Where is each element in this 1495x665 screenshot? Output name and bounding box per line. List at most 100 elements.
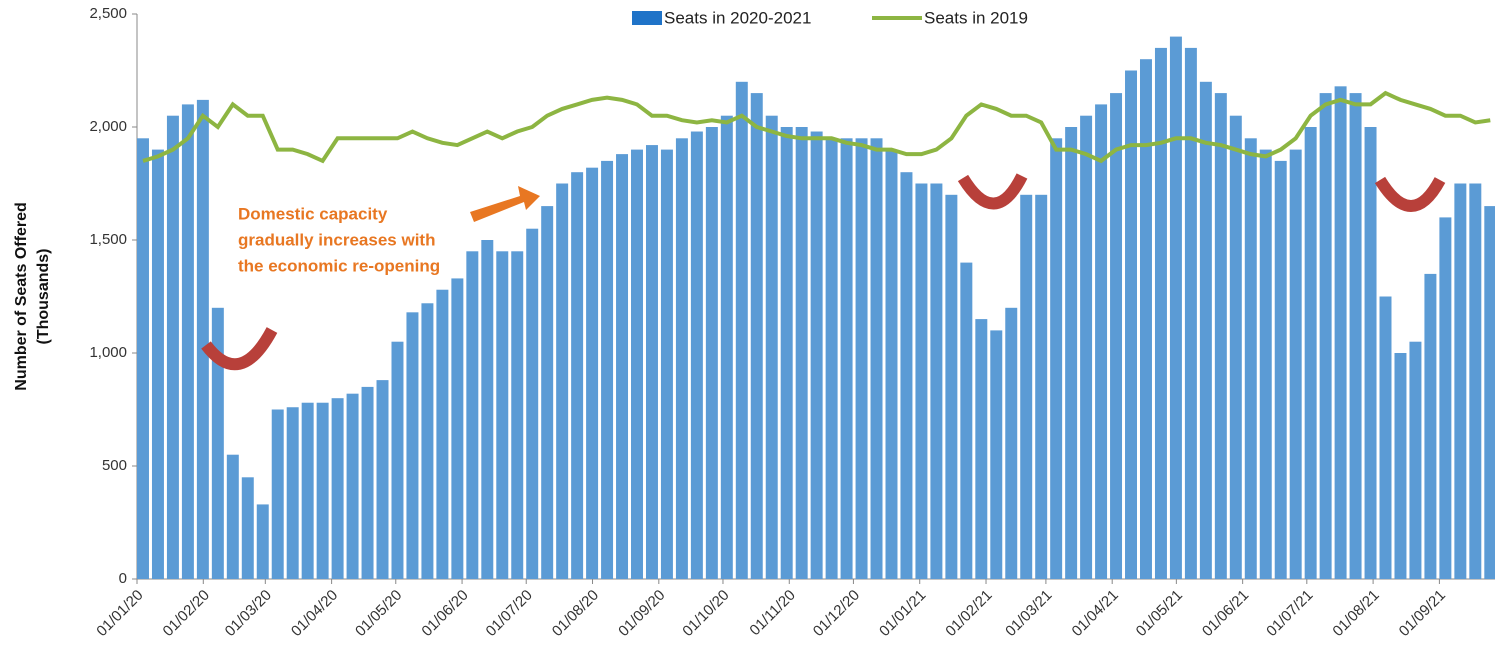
bar xyxy=(1110,93,1123,579)
bar xyxy=(1319,93,1332,579)
bar xyxy=(1469,183,1482,579)
bar xyxy=(1454,183,1467,579)
bar xyxy=(241,477,254,579)
bar xyxy=(226,454,239,579)
bar xyxy=(735,81,748,580)
bar xyxy=(960,262,973,579)
x-tick-label: 01/06/20 xyxy=(418,587,471,640)
bar xyxy=(556,183,569,579)
bar xyxy=(1199,81,1212,580)
y-tick-label: 2,000 xyxy=(89,118,127,135)
bar xyxy=(1125,70,1138,579)
bar xyxy=(631,149,643,579)
bar xyxy=(1334,86,1347,579)
bar xyxy=(1005,307,1018,579)
bar xyxy=(840,138,853,580)
x-tick-label: 01/10/20 xyxy=(679,587,732,640)
legend-label: Seats in 2019 xyxy=(924,8,1028,27)
bar xyxy=(705,127,718,579)
annotation: the economic re-opening xyxy=(238,256,440,275)
bar xyxy=(1214,93,1227,579)
x-tick-label: 01/02/20 xyxy=(160,587,213,640)
bar xyxy=(780,127,793,579)
bar xyxy=(660,149,673,579)
bar xyxy=(271,409,284,579)
bar xyxy=(1274,160,1287,579)
bar xyxy=(1409,341,1422,579)
decor-arrow xyxy=(470,186,540,222)
bar xyxy=(1379,296,1392,579)
bar xyxy=(571,172,584,579)
bar xyxy=(286,407,299,579)
bar xyxy=(406,312,419,579)
annotation: gradually increases with xyxy=(238,230,435,249)
y-tick-label: 2,500 xyxy=(89,5,127,22)
bar xyxy=(1229,115,1242,579)
x-tick-label: 01/08/21 xyxy=(1329,587,1382,640)
bar xyxy=(1035,194,1048,580)
bar xyxy=(481,240,494,579)
decor-arrow xyxy=(1374,176,1446,212)
bar xyxy=(1349,93,1362,579)
bar xyxy=(1394,353,1407,579)
x-tick-label: 01/04/21 xyxy=(1069,587,1122,640)
bar xyxy=(1244,138,1257,580)
x-tick-label: 01/03/20 xyxy=(222,587,275,640)
x-tick-label: 01/09/20 xyxy=(615,587,668,640)
decor-arrow xyxy=(957,173,1028,210)
bar xyxy=(750,93,763,579)
y-tick-label: 0 xyxy=(119,570,127,587)
x-tick-label: 01/07/21 xyxy=(1263,587,1316,640)
bar xyxy=(900,172,913,579)
bar xyxy=(975,319,988,579)
x-tick-label: 01/06/21 xyxy=(1199,587,1252,640)
bar xyxy=(1304,127,1317,579)
bar xyxy=(496,251,509,580)
legend-swatch xyxy=(632,11,662,25)
x-tick-label: 01/12/20 xyxy=(810,587,863,640)
bar xyxy=(1484,206,1495,579)
bar xyxy=(645,145,658,579)
bar xyxy=(256,504,269,579)
x-tick-label: 01/09/21 xyxy=(1396,587,1449,640)
bar xyxy=(166,115,179,579)
bar xyxy=(601,160,614,579)
x-tick-label: 01/02/21 xyxy=(942,587,995,640)
plot-layer: 0 500 1,000 1,500 2,000 2,500 01/01/20 01/02/20… xyxy=(13,5,1495,640)
x-tick-label: 01/01/20 xyxy=(93,587,146,640)
bar xyxy=(451,278,464,579)
bar xyxy=(616,154,629,579)
bar xyxy=(1050,138,1063,580)
bar xyxy=(181,104,194,580)
bar xyxy=(346,393,359,579)
y-axis-label: (Thousands) xyxy=(35,249,52,345)
bar xyxy=(675,138,688,580)
bar xyxy=(795,127,808,579)
bar xyxy=(301,402,314,579)
bar xyxy=(137,138,149,580)
x-tick-label: 01/05/20 xyxy=(352,587,405,640)
bar xyxy=(391,341,404,579)
bar xyxy=(1424,273,1437,579)
bar xyxy=(690,131,703,579)
x-tick-label: 01/08/20 xyxy=(549,587,602,640)
bar xyxy=(1139,59,1152,579)
bar xyxy=(466,251,479,580)
y-tick-label: 1,500 xyxy=(89,231,127,248)
x-tick-label: 01/04/20 xyxy=(288,587,341,640)
bar xyxy=(1154,47,1167,579)
bar xyxy=(810,131,823,579)
y-axis-label: Number of Seats Offered xyxy=(13,202,30,390)
bar xyxy=(331,398,344,579)
bar xyxy=(720,115,733,579)
bar xyxy=(870,138,883,580)
bar xyxy=(1020,194,1033,580)
bar xyxy=(511,251,524,580)
bar xyxy=(1184,47,1197,579)
x-tick-label: 01/05/21 xyxy=(1133,587,1186,640)
bar xyxy=(211,307,224,579)
y-tick-label: 500 xyxy=(102,457,127,474)
decor-arrow xyxy=(201,327,278,371)
bar xyxy=(1289,149,1302,579)
bar xyxy=(1065,127,1078,579)
